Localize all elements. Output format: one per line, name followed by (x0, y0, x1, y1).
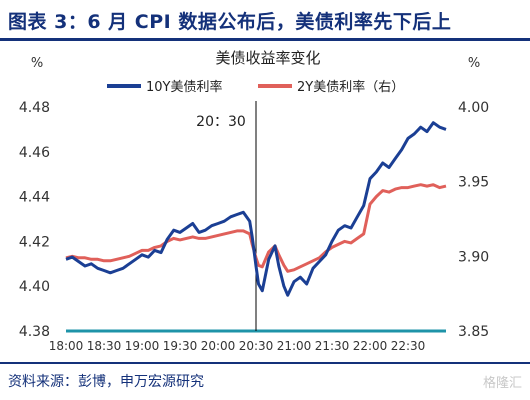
left-tick-label: 4.42 (19, 234, 50, 250)
x-tick-label: 21:30 (315, 339, 350, 353)
right-tick-label: 3.95 (458, 175, 489, 191)
report-header: 图表 3：6 月 CPI 数据公布后，美债利率先下后上 (0, 0, 530, 42)
left-axis-unit: % (31, 56, 43, 71)
x-tick-label: 22:30 (391, 339, 426, 353)
right-tick-label: 3.85 (458, 324, 489, 340)
x-tick-label: 18:00 (49, 339, 84, 353)
right-tick-label: 3.90 (458, 249, 489, 265)
legend-label-10y: 10Y美债利率 (146, 79, 222, 95)
right-axis-unit: % (468, 56, 480, 71)
x-tick-label: 20:30 (239, 339, 274, 353)
series-line-2y (65, 183, 447, 273)
left-tick-label: 4.40 (19, 279, 50, 295)
header-rule (0, 38, 530, 41)
series-line-10y (65, 121, 447, 297)
left-axis: 4.38 4.40 4.42 4.44 4.46 4.48 (19, 100, 50, 340)
right-tick-label: 4.00 (458, 100, 489, 116)
right-axis: 3.85 3.90 3.95 4.00 (458, 100, 489, 340)
event-label: 20：30 (196, 114, 246, 130)
figure-title: 图表 3：6 月 CPI 数据公布后，美债利率先下后上 (8, 11, 452, 33)
legend-label-2y: 2Y美债利率（右） (297, 79, 404, 95)
x-tick-label: 19:00 (125, 339, 160, 353)
x-tick-label: 19:30 (163, 339, 198, 353)
watermark-logo: 格隆汇 (482, 376, 522, 391)
left-tick-label: 4.48 (19, 100, 50, 116)
footer-rule (0, 362, 530, 364)
source-note: 资料来源：彭博，申万宏源研究 (8, 374, 204, 390)
x-tick-label: 18:30 (87, 339, 122, 353)
x-axis: 18:00 18:30 19:00 19:30 20:00 20:30 21:00 21:30… (49, 339, 426, 353)
x-tick-label: 20:00 (201, 339, 236, 353)
left-tick-label: 4.46 (19, 145, 50, 161)
x-tick-label: 21:00 (277, 339, 312, 353)
legend: 10Y美债利率 2Y美债利率（右） (107, 79, 404, 95)
left-tick-label: 4.38 (19, 324, 50, 340)
left-tick-label: 4.44 (19, 190, 50, 206)
x-tick-label: 22:00 (353, 339, 388, 353)
chart-title: 美债收益率变化 (215, 49, 320, 67)
